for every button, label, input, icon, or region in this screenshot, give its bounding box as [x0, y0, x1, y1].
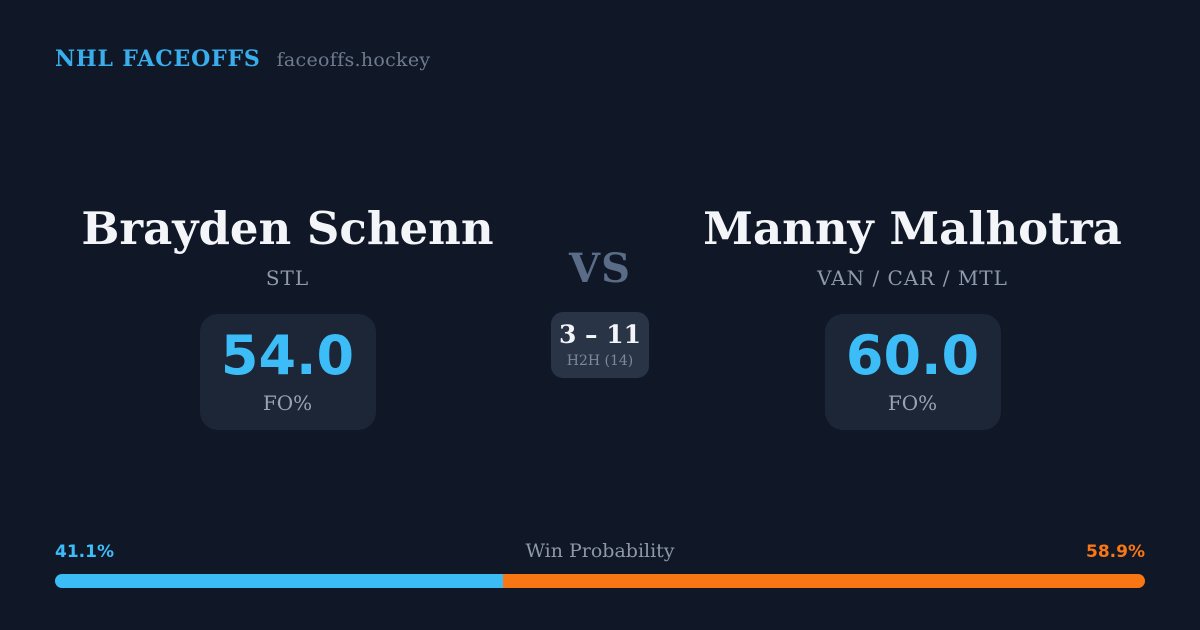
player1-fo-percentage: 54.0	[220, 324, 355, 388]
player1-faceoff-card: 54.0 FO%	[199, 314, 376, 431]
matchup-row: Brayden Schenn STL 54.0 FO% VS 3 – 11 H2…	[55, 202, 1145, 431]
win-probability-title: Win Probability	[525, 540, 675, 562]
win-probability-bar-blue-segment	[55, 574, 503, 588]
player1-win-probability: 41.1%	[55, 542, 114, 562]
versus-column: VS 3 – 11 H2H (14)	[520, 205, 680, 430]
player2-fo-percentage: 60.0	[845, 324, 980, 388]
player1-column: Brayden Schenn STL 54.0 FO%	[55, 202, 520, 431]
win-probability-labels: 41.1% Win Probability 58.9%	[55, 540, 1145, 562]
player2-name: Manny Malhotra	[703, 202, 1122, 255]
player2-column: Manny Malhotra VAN / CAR / MTL 60.0 FO%	[680, 202, 1145, 431]
h2h-score: 3 – 11	[558, 319, 642, 349]
player1-teams: STL	[265, 266, 310, 291]
site-url: faceoffs.hockey	[276, 49, 431, 71]
player2-fo-label: FO%	[887, 391, 938, 416]
win-probability-section: 41.1% Win Probability 58.9%	[55, 540, 1145, 588]
win-probability-bar	[55, 574, 1145, 588]
win-probability-bar-orange-segment	[502, 574, 1145, 588]
vs-label: VS	[569, 245, 631, 292]
player2-teams: VAN / CAR / MTL	[817, 266, 1008, 291]
h2h-games-label: H2H (14)	[566, 352, 634, 369]
player1-fo-label: FO%	[262, 391, 313, 416]
head-to-head-card: 3 – 11 H2H (14)	[551, 312, 649, 378]
player2-win-probability: 58.9%	[1086, 542, 1145, 562]
header: NHL FACEOFFS faceoffs.hockey	[55, 46, 1145, 72]
brand-logo-text: NHL FACEOFFS	[55, 46, 261, 72]
player2-faceoff-card: 60.0 FO%	[824, 314, 1001, 431]
player1-name: Brayden Schenn	[81, 202, 494, 255]
